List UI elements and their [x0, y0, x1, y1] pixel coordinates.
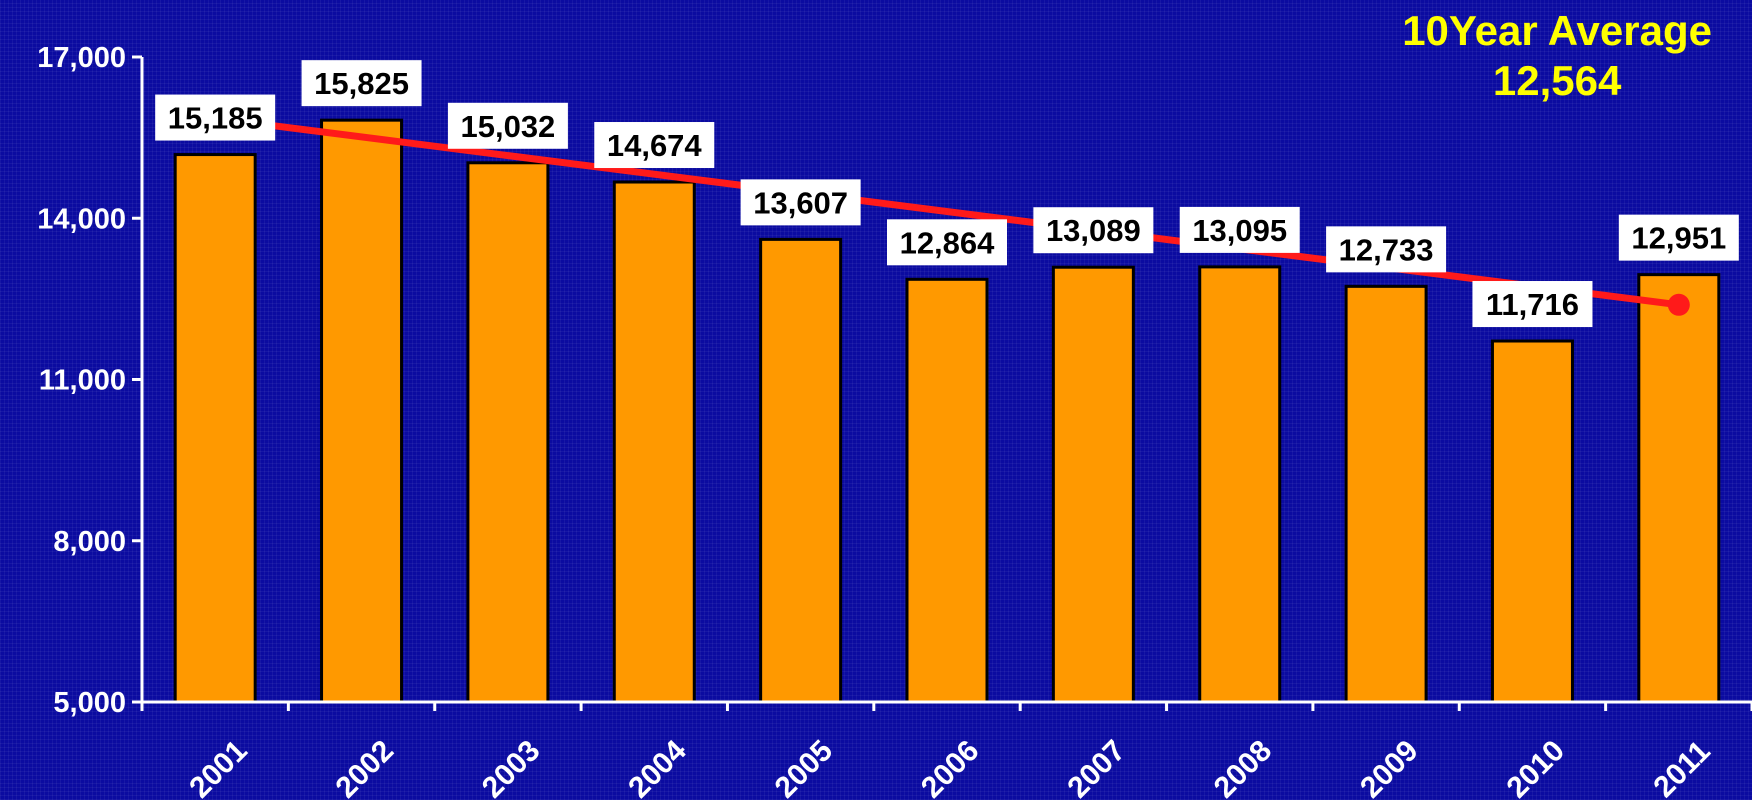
data-label-group: 13,095 — [1179, 206, 1300, 253]
data-label-box — [155, 94, 276, 141]
y-tick-label: 8,000 — [53, 526, 126, 558]
data-label-box — [594, 122, 715, 169]
data-label: 13,607 — [753, 185, 848, 220]
bar — [1344, 284, 1428, 704]
data-label-group: 15,185 — [155, 94, 276, 141]
bar — [1051, 265, 1135, 704]
data-label-box — [1326, 226, 1447, 273]
x-tick-label: 2009 — [1354, 734, 1425, 800]
bar — [905, 277, 989, 704]
y-tick-label: 14,000 — [37, 203, 126, 235]
data-label-group: 15,825 — [301, 60, 422, 107]
data-label-group: 14,674 — [594, 122, 715, 169]
data-label: 15,185 — [168, 101, 263, 136]
data-label: 12,864 — [900, 225, 996, 260]
data-label-box — [1618, 214, 1739, 261]
bar — [759, 237, 843, 704]
data-label-box — [447, 102, 568, 149]
x-tick-label: 2007 — [1061, 734, 1132, 800]
data-label: 13,095 — [1192, 213, 1287, 248]
x-axis: 2001 2002 2003 2004 2005 2006 2007 2008 2009 2010… — [140, 700, 1752, 800]
bar — [173, 153, 257, 704]
data-label-group: 15,032 — [447, 102, 568, 149]
data-labels: 15,185 15,825 15,032 14,674 13,607 12,864 13,0… — [155, 60, 1739, 328]
bar — [1490, 339, 1574, 704]
x-tick-label: 2003 — [476, 734, 547, 800]
y-tick-label: 17,000 — [37, 42, 126, 74]
data-label: 14,674 — [607, 128, 703, 163]
bars — [173, 118, 1721, 704]
data-label: 15,825 — [314, 66, 409, 101]
data-label-box — [1472, 281, 1593, 328]
data-label-group: 11,716 — [1472, 281, 1593, 328]
data-label-box — [1033, 207, 1154, 254]
average-annotation: 10Year Average 12,564 — [1402, 6, 1712, 106]
bar — [1637, 273, 1721, 704]
bar — [1198, 265, 1282, 704]
data-label-box — [301, 60, 422, 107]
data-label-group: 13,089 — [1033, 207, 1154, 254]
data-label: 12,951 — [1631, 221, 1726, 256]
y-tick-label: 11,000 — [39, 365, 126, 397]
x-tick-label: 2001 — [183, 734, 254, 800]
data-label-group: 12,864 — [887, 219, 1007, 266]
bar — [612, 180, 696, 704]
data-label-box — [887, 219, 1007, 266]
average-title: 10Year Average — [1402, 7, 1712, 54]
data-label-box — [1179, 206, 1300, 253]
data-label: 13,089 — [1046, 213, 1141, 248]
data-label-box — [740, 179, 861, 226]
data-label-group: 12,733 — [1326, 226, 1447, 273]
trend-line — [211, 114, 1683, 309]
data-label: 12,733 — [1339, 232, 1434, 267]
data-label: 15,032 — [460, 109, 555, 144]
y-axis: 5,000 8,000 11,000 14,000 17,000 — [37, 42, 144, 719]
data-label: 11,716 — [1486, 287, 1579, 322]
x-tick-label: 2002 — [330, 734, 401, 800]
x-tick-label: 2004 — [622, 734, 693, 800]
average-value: 12,564 — [1492, 57, 1622, 104]
data-label-group: 13,607 — [740, 179, 861, 226]
x-tick-label: 2008 — [1208, 734, 1279, 800]
trend-point — [1667, 293, 1690, 316]
y-tick-label: 5,000 — [53, 687, 126, 719]
x-tick-label: 2011 — [1647, 735, 1716, 800]
bar — [466, 161, 550, 704]
data-label-group: 12,951 — [1618, 214, 1739, 261]
x-tick-label: 2006 — [915, 734, 986, 800]
x-tick-label: 2005 — [769, 734, 840, 800]
x-tick-label: 2010 — [1500, 734, 1571, 800]
bar — [320, 118, 404, 704]
